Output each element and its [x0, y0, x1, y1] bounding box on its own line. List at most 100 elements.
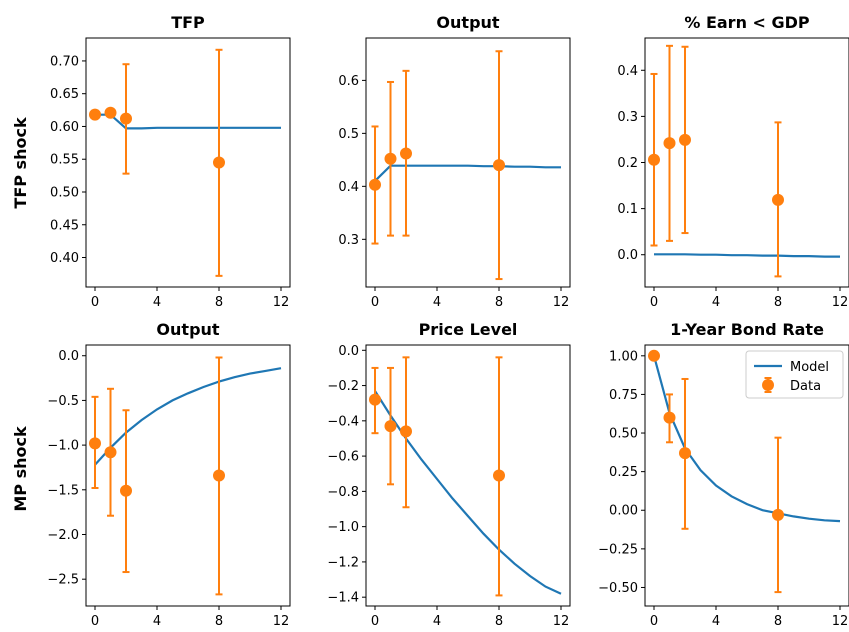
- data-point: [369, 178, 381, 191]
- axes-frame: [644, 344, 849, 607]
- axes-frame: [85, 37, 291, 288]
- y-tick-label: −0.4: [327, 414, 359, 429]
- axes-frame: [365, 37, 571, 288]
- y-tick-label: −1.5: [47, 483, 79, 498]
- y-tick-label: 0.4: [338, 180, 359, 195]
- model-line: [94, 367, 282, 466]
- x-tick-label: 0: [371, 295, 379, 310]
- y-tick-label: 0.5: [338, 127, 359, 142]
- x-tick-label: 8: [495, 614, 503, 629]
- x-tick-label: 0: [650, 295, 658, 310]
- data-point: [493, 469, 505, 482]
- y-tick-label: 0.70: [50, 54, 79, 69]
- row-label-tfp-shock: TFP shock: [11, 117, 30, 209]
- model-line: [654, 253, 840, 258]
- row-label-mp-shock: MP shock: [11, 426, 30, 512]
- y-tick-label: 0.6: [338, 74, 359, 89]
- model-line: [374, 164, 561, 182]
- data-point: [663, 411, 676, 424]
- axes-frame: [85, 344, 291, 607]
- data-point: [369, 393, 381, 406]
- x-tick-label: 8: [774, 614, 782, 629]
- data-point: [104, 106, 117, 119]
- data-point: [493, 159, 505, 172]
- y-tick-label: −0.5: [47, 394, 79, 409]
- y-tick-label: −1.0: [47, 439, 79, 454]
- x-tick-label: 8: [774, 295, 782, 310]
- x-tick-label: 0: [371, 614, 379, 629]
- y-tick-label: 0.4: [617, 64, 638, 79]
- data-point: [89, 108, 101, 121]
- y-tick-label: −1.0: [327, 520, 359, 535]
- x-tick-label: 4: [153, 295, 161, 310]
- x-tick-label: 8: [215, 295, 223, 310]
- y-tick-label: 0.50: [50, 185, 79, 200]
- data-point: [213, 156, 225, 169]
- y-tick-label: 0.55: [50, 153, 79, 168]
- x-tick-label: 4: [433, 295, 441, 310]
- x-tick-label: 4: [712, 295, 720, 310]
- y-tick-label: −0.8: [327, 485, 359, 500]
- data-point: [384, 420, 397, 433]
- y-tick-label: −0.6: [327, 450, 359, 465]
- y-tick-label: 0.45: [50, 218, 79, 233]
- data-point: [213, 469, 225, 482]
- y-tick-label: 0.3: [338, 233, 359, 248]
- x-tick-label: 12: [273, 614, 290, 629]
- y-tick-label: −2.0: [47, 528, 79, 543]
- y-tick-label: 0.25: [609, 465, 638, 480]
- y-tick-label: −0.2: [327, 379, 359, 394]
- panel-title: Output: [436, 13, 499, 32]
- data-point: [772, 193, 784, 206]
- x-tick-label: 4: [433, 614, 441, 629]
- x-tick-label: 0: [650, 614, 658, 629]
- panel-tfp: TFP 0.40 0.45 0.50 0.55 0.60 0.65 0.70 0 4 8 12: [50, 13, 291, 310]
- data-point: [89, 437, 101, 450]
- x-tick-label: 12: [553, 295, 570, 310]
- legend-data-label: Data: [790, 379, 821, 394]
- x-tick-label: 4: [153, 614, 161, 629]
- y-tick-label: −2.5: [47, 573, 79, 588]
- legend: Model Data: [745, 350, 844, 399]
- data-point: [648, 153, 660, 166]
- x-tick-label: 0: [91, 614, 99, 629]
- x-tick-label: 8: [215, 614, 223, 629]
- data-point: [400, 147, 412, 160]
- y-tick-label: −1.2: [327, 555, 359, 570]
- y-tick-label: 0.3: [617, 110, 638, 125]
- axes-frame: [644, 37, 849, 288]
- data-point: [104, 446, 117, 459]
- x-tick-label: 12: [832, 614, 849, 629]
- y-tick-label: 0.75: [609, 388, 638, 403]
- y-tick-label: 0.40: [50, 251, 79, 266]
- data-point: [679, 133, 691, 146]
- data-point: [679, 447, 691, 460]
- y-tick-label: 0.0: [338, 344, 359, 359]
- x-tick-label: 12: [273, 295, 290, 310]
- y-tick-label: 0.1: [617, 202, 638, 217]
- axes-frame: [365, 344, 571, 607]
- panel-price-level: Price Level 0.0 −0.2 −0.4 −0.6 −0.8 −1.0 −1.2 −1…: [327, 320, 571, 629]
- data-point: [400, 425, 412, 438]
- y-tick-label: 0.65: [50, 87, 79, 102]
- y-tick-label: 0.0: [58, 349, 79, 364]
- panel-output: Output 0.3 0.4 0.5 0.6 0 4 8 12: [338, 13, 571, 310]
- panel-earn-gdp: % Earn < GDP 0.0 0.1 0.2 0.3 0.4 0 4 8 12: [617, 13, 849, 310]
- y-tick-label: −1.4: [327, 591, 359, 606]
- y-tick-label: 1.00: [609, 349, 638, 364]
- legend-data-swatch: [762, 379, 774, 391]
- x-tick-label: 12: [832, 295, 849, 310]
- data-point: [648, 349, 660, 362]
- x-tick-label: 12: [553, 614, 570, 629]
- data-point: [384, 152, 397, 165]
- data-point: [120, 484, 132, 497]
- panel-title: 1-Year Bond Rate: [670, 320, 824, 339]
- data-point: [120, 112, 132, 125]
- y-tick-label: −0.50: [598, 581, 638, 596]
- y-tick-label: 0.00: [609, 504, 638, 519]
- panel-bond-rate: 1-Year Bond Rate 1.00 0.75 0.50 0.25 0.00 −0.2…: [598, 320, 849, 629]
- y-tick-label: 0.2: [617, 156, 638, 171]
- x-tick-label: 8: [495, 295, 503, 310]
- y-tick-label: −0.25: [598, 542, 638, 557]
